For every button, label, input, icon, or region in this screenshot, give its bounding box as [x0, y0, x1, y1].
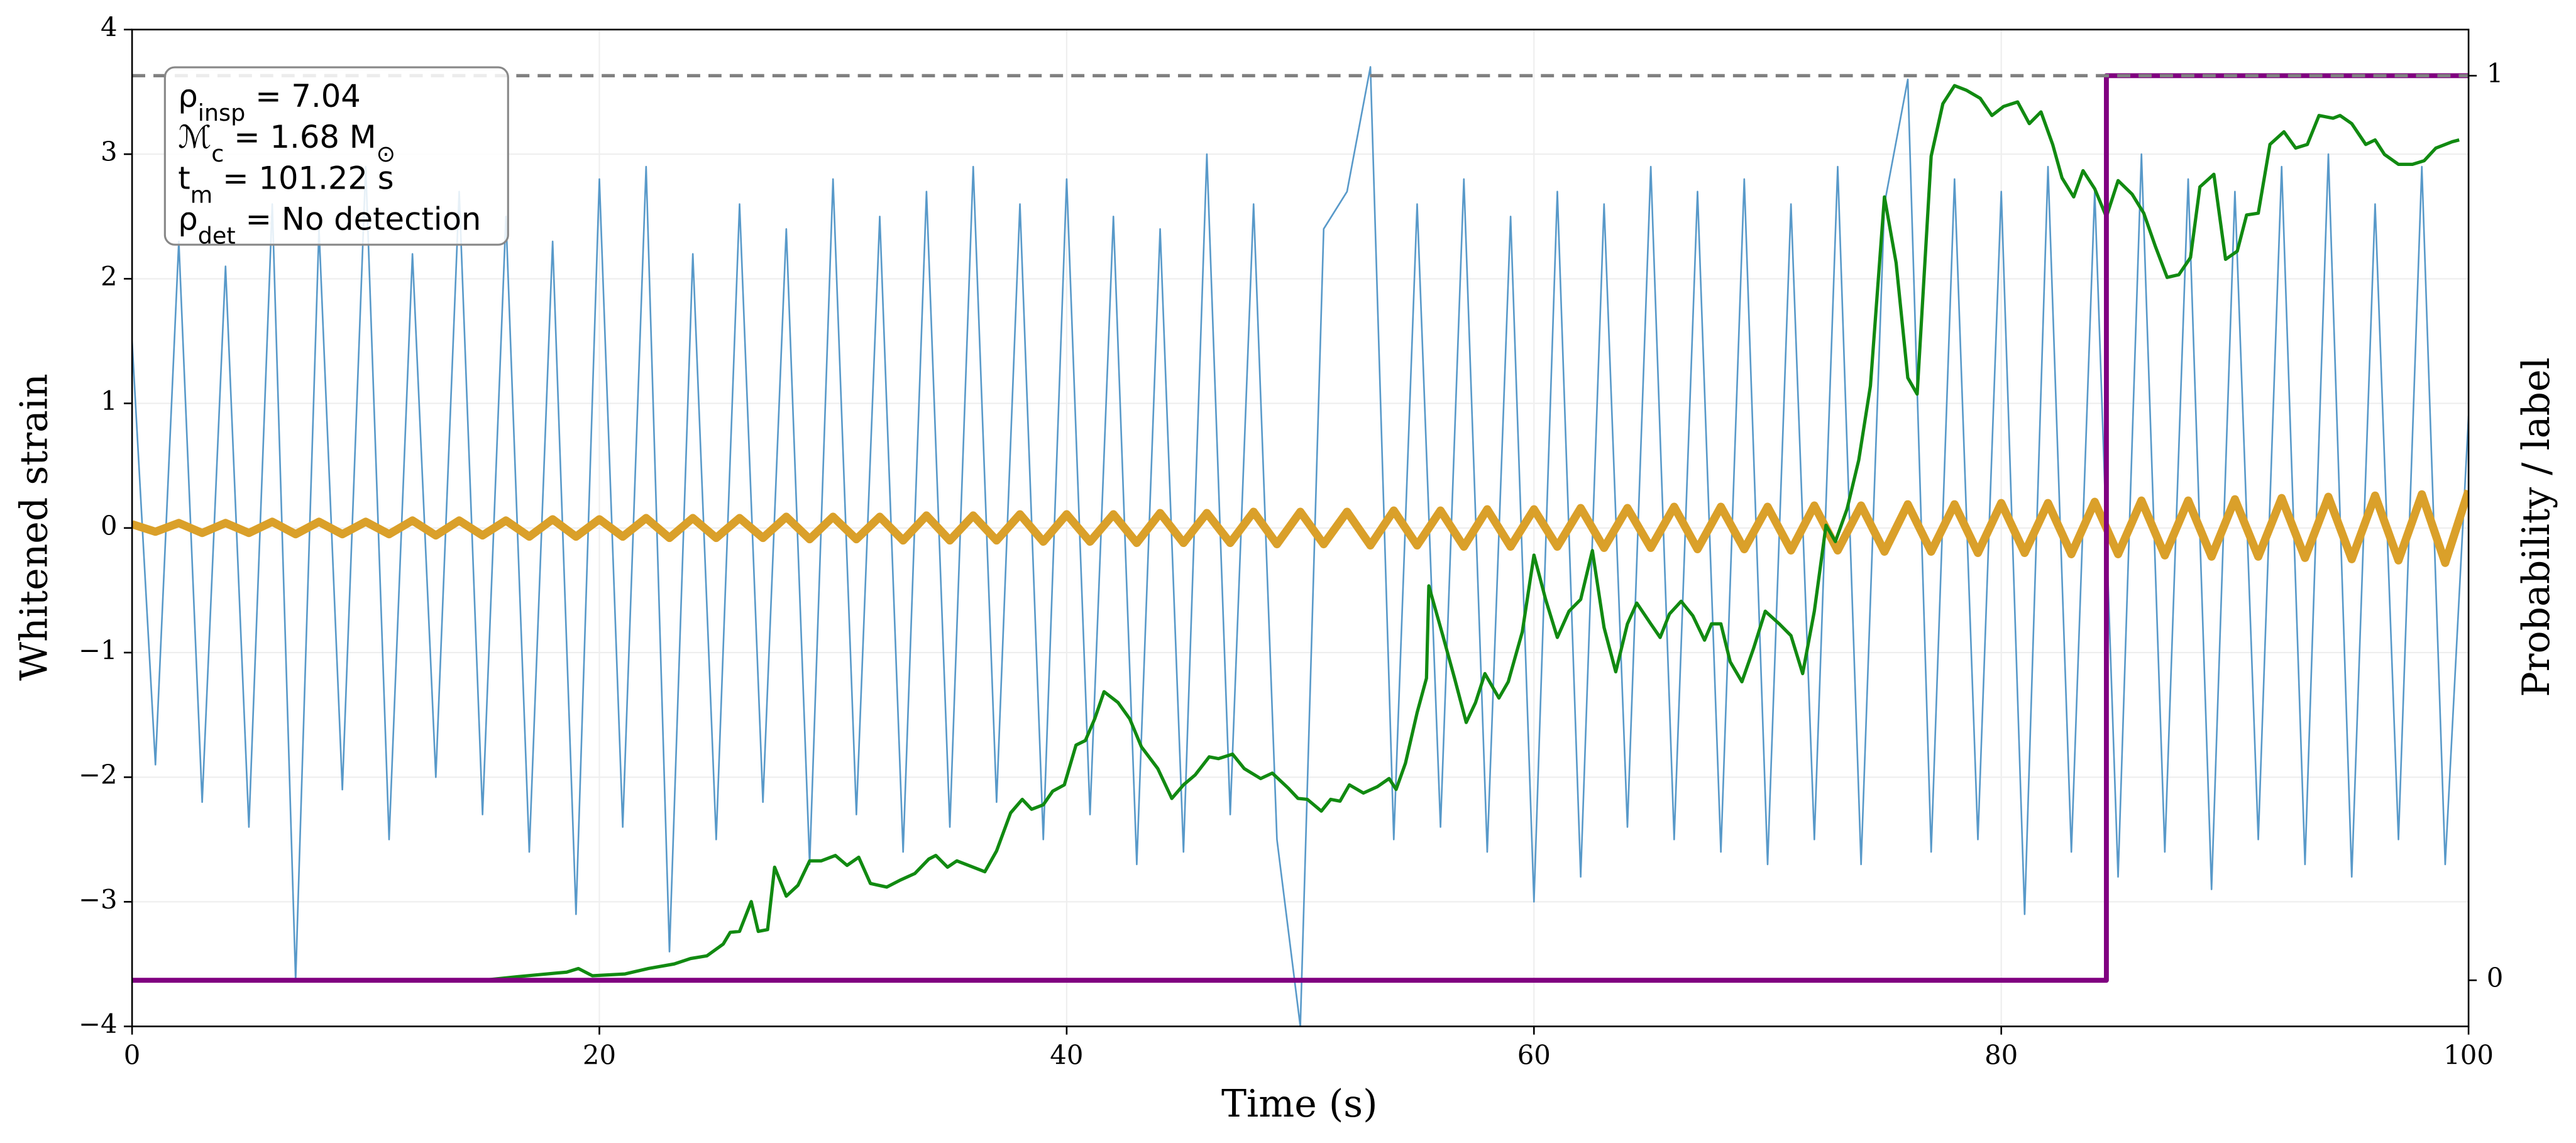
y-tick-label: −2: [79, 759, 118, 790]
annotation-line: tm = 101.22 s: [178, 160, 394, 208]
x-tick-label: 100: [2443, 1040, 2494, 1071]
x-tick-label: 20: [583, 1040, 616, 1071]
y-tick-label: 0: [101, 510, 118, 541]
y2-tick-label: 1: [2487, 58, 2504, 89]
x-tick-label: 0: [124, 1040, 141, 1071]
y-tick-label: 1: [101, 385, 118, 416]
annotation-part: ⊙: [377, 140, 396, 167]
x-tick-label: 80: [1984, 1040, 2018, 1071]
series-line: [132, 489, 2469, 567]
annotation-part: t: [178, 160, 190, 196]
y2-tick-label: 0: [2487, 963, 2504, 993]
annotation-part: m: [190, 181, 213, 208]
y-tick-label: −3: [79, 884, 118, 915]
x-tick-label: 60: [1517, 1040, 1551, 1071]
annotation-part: = No detection: [236, 201, 482, 238]
y2-axis-label: Probability / label: [2514, 357, 2558, 697]
series-line: [132, 66, 2469, 1027]
y-axis-label: Whitened strain: [12, 373, 56, 680]
annotation-frame: [163, 66, 509, 246]
annotation-part: ρ: [178, 201, 198, 238]
annotation-part: ρ: [178, 78, 198, 114]
y-tick-label: −1: [79, 634, 118, 665]
series-line: [132, 84, 2460, 982]
annotation-part: ℳ: [178, 119, 211, 155]
plot-area: [132, 66, 2469, 1027]
y-tick-label: 2: [101, 261, 118, 292]
annotation-line: ρinsp = 7.04: [178, 78, 361, 126]
annotation-part: = 1.68 M: [224, 119, 376, 155]
y-tick-label: 4: [101, 12, 118, 43]
y-tick-label: 3: [101, 136, 118, 167]
annotation-part: det: [198, 222, 236, 249]
x-axis-label: Time (s): [1221, 1082, 1378, 1126]
annotation-part: insp: [198, 99, 246, 126]
annotation-part: = 101.22 s: [212, 160, 394, 196]
series-line: [132, 73, 2469, 983]
annotation-line: ρdet = No detection: [178, 201, 481, 250]
y-tick-label: −4: [79, 1008, 118, 1039]
annotation-part: c: [211, 140, 224, 167]
x-tick-label: 40: [1050, 1040, 1083, 1071]
annotation-part: = 7.04: [245, 78, 361, 114]
annotation-line: ℳc = 1.68 M⊙: [178, 119, 395, 167]
